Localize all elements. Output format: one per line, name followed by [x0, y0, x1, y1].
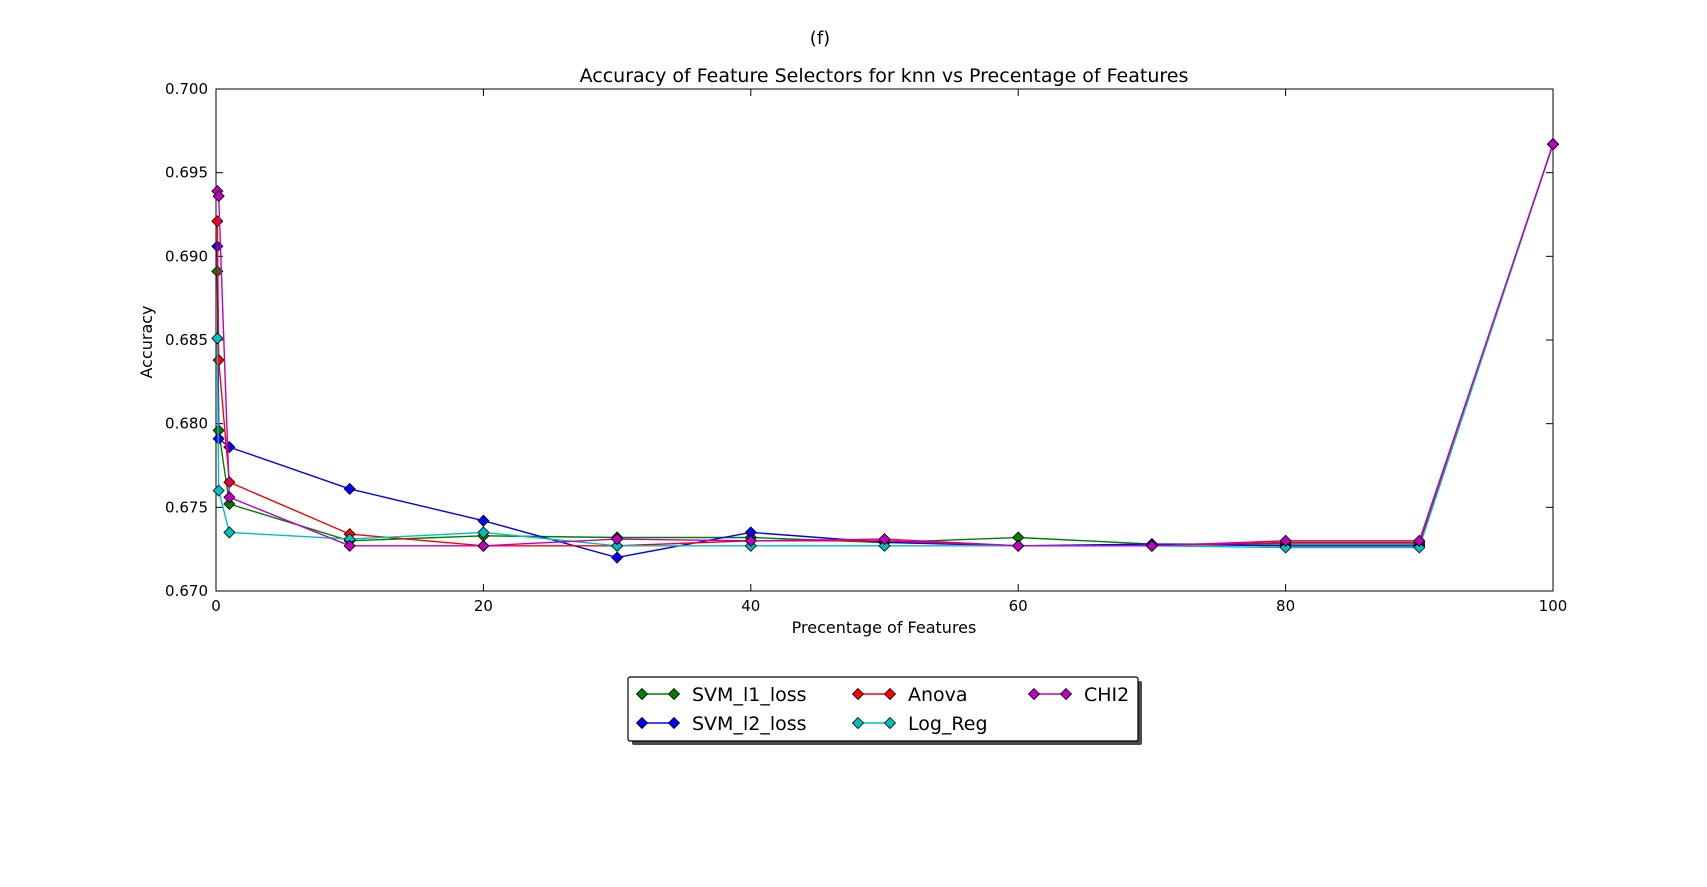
x-tick-label: 60 — [1009, 597, 1028, 615]
series-svm-l2-loss — [211, 138, 1560, 564]
data-point — [212, 484, 225, 497]
data-point — [1413, 541, 1426, 554]
series-line — [216, 143, 1554, 559]
figure-label: (f) — [810, 28, 830, 49]
data-point — [1279, 541, 1292, 554]
data-point — [223, 497, 236, 511]
x-tick-label: 80 — [1276, 597, 1295, 615]
data-point — [223, 526, 236, 539]
y-tick-label: 0.685 — [165, 331, 208, 349]
legend-box — [627, 676, 1139, 742]
y-axis-label: Accuracy — [137, 305, 156, 378]
y-tick-label: 0.695 — [165, 164, 208, 182]
legend-item: SVM_l1_loss — [635, 684, 807, 706]
x-tick-label: 20 — [474, 597, 493, 615]
data-point — [343, 482, 356, 495]
series-layer — [211, 138, 1560, 564]
data-point — [878, 539, 891, 552]
legend-item: CHI2 — [1027, 684, 1129, 706]
data-point — [1413, 534, 1426, 547]
plot-area — [215, 88, 1554, 592]
legend-marker — [851, 716, 865, 730]
y-tick-label: 0.690 — [165, 247, 208, 265]
data-point — [477, 539, 490, 552]
legend-marker — [667, 716, 681, 730]
legend-marker — [1027, 687, 1041, 701]
series-line — [216, 143, 1554, 547]
data-point — [1012, 539, 1025, 552]
legend-marker — [635, 716, 649, 730]
y-tick-label: 0.670 — [165, 582, 208, 600]
y-tick-label: 0.700 — [165, 80, 208, 98]
data-point — [477, 514, 490, 527]
data-point — [611, 551, 624, 564]
legend-item: SVM_l2_loss — [635, 713, 807, 735]
legend-item: Log_Reg — [851, 713, 988, 735]
data-point — [212, 354, 225, 367]
data-point — [211, 215, 224, 228]
x-tick-label: 0 — [211, 597, 221, 615]
data-point — [744, 534, 757, 547]
x-axis-label: Precentage of Features — [792, 618, 977, 637]
x-tick-label: 100 — [1539, 597, 1568, 615]
data-point — [223, 491, 236, 504]
legend-label: Anova — [908, 684, 968, 706]
legend-marker — [883, 687, 897, 701]
series-svm-l1-loss — [211, 138, 1560, 551]
series-log-reg — [211, 138, 1560, 554]
legend-label: SVM_l1_loss — [692, 684, 807, 706]
data-point — [611, 539, 624, 552]
data-point — [211, 332, 224, 345]
legend-label: Log_Reg — [908, 713, 988, 735]
x-axis: 0 20 40 60 80 100 — [211, 89, 1567, 615]
data-point — [611, 533, 624, 546]
legend: SVM_l1_loss SVM_l2_loss Anova Log_Reg CHI2 — [627, 676, 1142, 745]
y-tick-label: 0.680 — [165, 415, 208, 433]
legend-marker — [883, 716, 897, 730]
legend-marker — [851, 687, 865, 701]
series-line — [216, 143, 1554, 545]
data-point — [343, 539, 356, 552]
data-point — [1145, 539, 1158, 552]
data-point — [878, 533, 891, 546]
legend-marker — [635, 687, 649, 701]
x-tick-label: 40 — [741, 597, 760, 615]
legend-label: CHI2 — [1084, 684, 1129, 706]
data-point — [1546, 138, 1560, 151]
y-axis: 0.670 0.675 0.680 0.685 0.690 0.695 0.700 — [165, 80, 1553, 600]
series-anova — [211, 138, 1560, 552]
legend-marker — [1059, 687, 1073, 701]
data-point — [212, 190, 225, 203]
series-line — [216, 143, 1554, 547]
legend-item: Anova — [851, 684, 968, 706]
series-line — [216, 143, 1554, 549]
legend-label: SVM_l2_loss — [692, 713, 807, 735]
chart-title: Accuracy of Feature Selectors for knn vs… — [580, 65, 1189, 87]
data-point — [1279, 534, 1292, 547]
legend-marker — [667, 687, 681, 701]
series-chi2 — [211, 138, 1560, 552]
data-point — [477, 526, 490, 539]
y-tick-label: 0.675 — [165, 498, 208, 516]
